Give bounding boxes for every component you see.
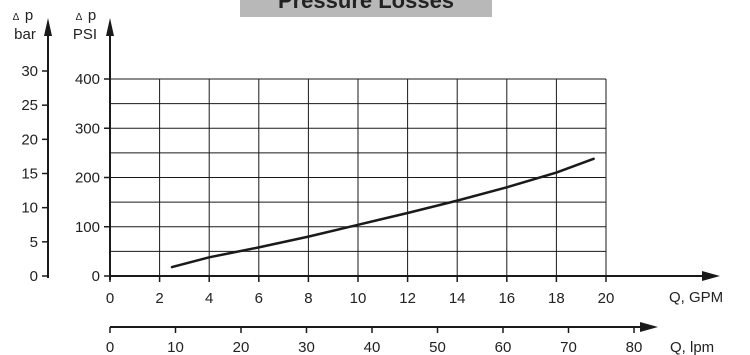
bar-axis-tick-label: 25 (21, 97, 38, 114)
lpm-axis-tick-label: 80 (626, 339, 643, 355)
lpm-axis-tick-label: 20 (233, 339, 250, 355)
bar-axis-p: p (25, 7, 33, 24)
psi-axis-p: p (88, 7, 96, 24)
gpm-axis-tick-label: 18 (548, 290, 565, 307)
bar-axis-tick-label: 30 (21, 63, 38, 80)
gpm-axis-tick-label: 16 (498, 290, 515, 307)
gpm-axis-tick-label: 8 (304, 290, 312, 307)
bar-axis-tick-label: 20 (21, 131, 38, 148)
pressure-loss-line (172, 159, 594, 267)
gpm-axis-tick-label: 14 (449, 290, 466, 307)
bar-axis-tick-label: 5 (30, 234, 38, 251)
gpm-axis-tick-label: 0 (106, 290, 114, 307)
gpm-axis-tick-label: 4 (205, 290, 213, 307)
grid (110, 79, 606, 276)
psi-axis-tick-label: 200 (75, 170, 100, 187)
lpm-axis-tick-label: 60 (495, 339, 512, 355)
bar-axis-unit: bar (14, 26, 36, 43)
series (172, 159, 594, 267)
psi-axis-unit: PSI (73, 26, 97, 43)
bar-axis-arrow (44, 18, 52, 36)
lpm-axis-tick-label: 10 (167, 339, 184, 355)
lpm-axis-tick-label: 40 (364, 339, 381, 355)
lpm-axis-tick-label: 30 (298, 339, 315, 355)
lpm-axis-tick-label: 70 (560, 339, 577, 355)
lpm-axis-tick-label: 0 (106, 339, 114, 355)
psi-axis-arrow (106, 18, 114, 36)
axes (44, 18, 720, 332)
lpm-axis-label: Q, lpm (670, 339, 714, 355)
lpm-axis-tick-label: 50 (429, 339, 446, 355)
gpm-axis-label: Q, GPM (669, 289, 723, 306)
chart-title: Pressure Losses (278, 0, 454, 13)
gpm-axis-tick-label: 10 (350, 290, 367, 307)
psi-axis-tick-label: 400 (75, 71, 100, 88)
bar-axis-tick-label: 10 (21, 200, 38, 217)
bar-axis-tick-label: 0 (30, 268, 38, 285)
gpm-axis-tick-label: 6 (255, 290, 263, 307)
gpm-axis-tick-label: 20 (598, 290, 615, 307)
psi-axis-tick-label: 100 (75, 219, 100, 236)
gpm-axis-tick-label: 12 (399, 290, 416, 307)
psi-axis-tick-label: 300 (75, 120, 100, 137)
bar-axis-delta: Δ (13, 12, 20, 23)
gpm-axis-arrow (702, 271, 720, 281)
psi-axis-tick-label: 0 (92, 268, 100, 285)
bar-axis-tick-label: 15 (21, 166, 38, 183)
gpm-axis-tick-label: 2 (155, 290, 163, 307)
lpm-axis-arrow (640, 322, 658, 332)
psi-axis-delta: Δ (76, 12, 83, 23)
